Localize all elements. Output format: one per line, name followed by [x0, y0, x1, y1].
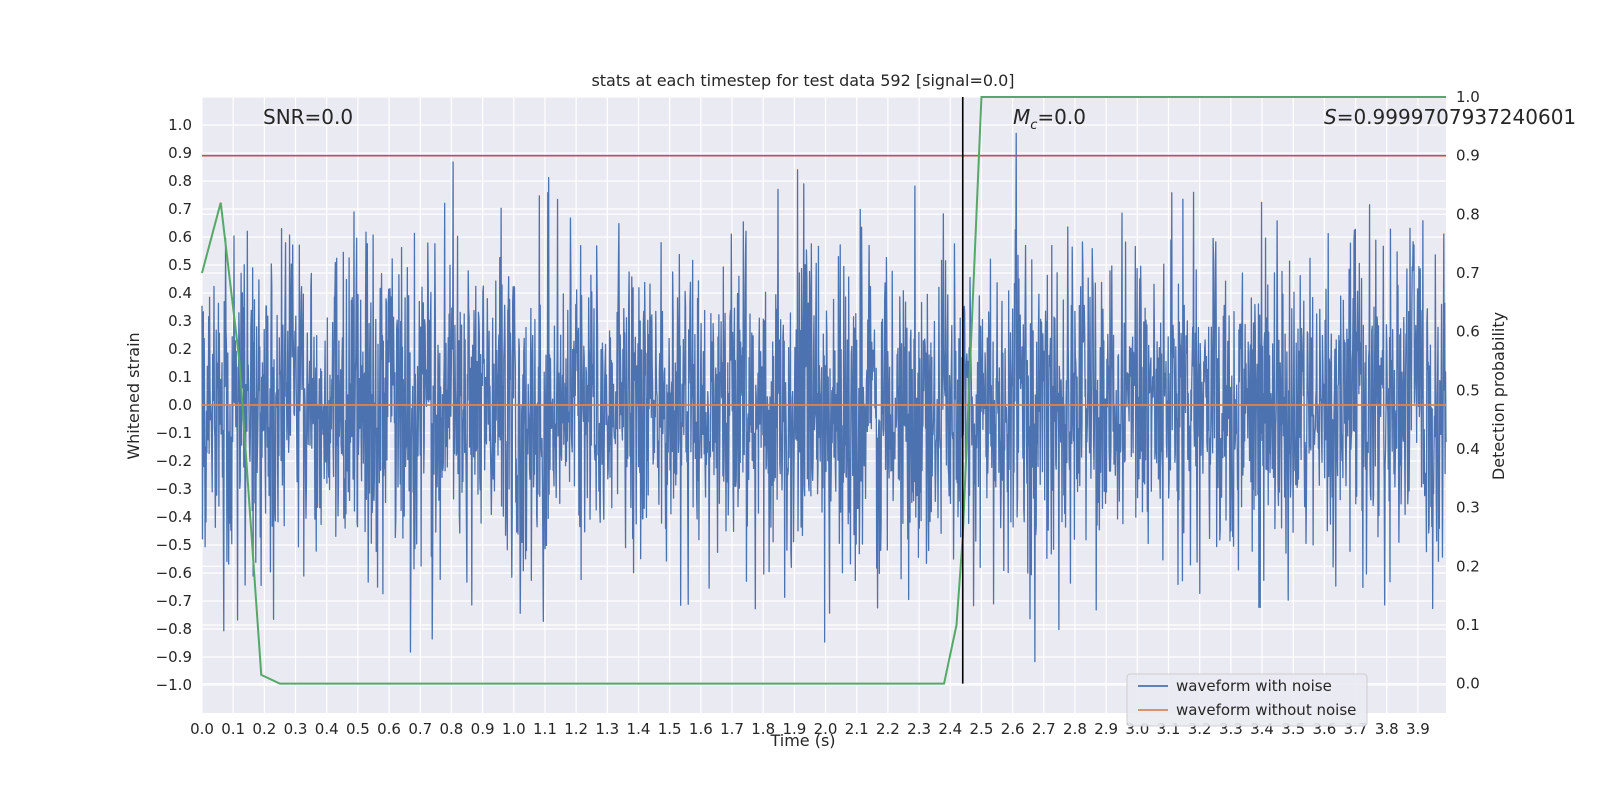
- y-tick-label: −0.2: [156, 452, 192, 470]
- chart-title: stats at each timestep for test data 592…: [591, 71, 1014, 90]
- y-axis-label: Whitened strain: [124, 332, 143, 459]
- y-right-tick-label: 0.3: [1456, 499, 1480, 517]
- x-tick-label: 3.8: [1375, 720, 1399, 738]
- y-tick-label: −0.4: [156, 508, 192, 526]
- y-tick-label: 0.3: [168, 312, 192, 330]
- x-tick-label: 1.5: [658, 720, 682, 738]
- s-symbol: S: [1324, 105, 1337, 129]
- x-tick-label: 2.6: [1001, 720, 1025, 738]
- y-tick-label: −0.6: [156, 564, 192, 582]
- detection-probability-line: [201, 96, 1446, 685]
- x-tick-label: 1.6: [689, 720, 713, 738]
- y-right-tick-label: 0.2: [1456, 557, 1480, 575]
- noise-series: [201, 132, 1447, 663]
- y-tick-label: 0.9: [168, 144, 192, 162]
- y-right-tick-label: 0.5: [1456, 381, 1480, 399]
- x-tick-label: 0.5: [346, 720, 370, 738]
- x-tick-label: 2.7: [1032, 720, 1056, 738]
- s-value: =0.9999707937240601: [1337, 105, 1576, 129]
- y-right-tick-label: 0.9: [1456, 147, 1480, 165]
- y-tick-label: 0.2: [168, 340, 192, 358]
- y-tick-label: −0.8: [156, 620, 192, 638]
- y-tick-label: 0.0: [168, 396, 192, 414]
- x-axis-label: Time (s): [769, 731, 835, 750]
- waveform-with-noise-line: [201, 132, 1447, 663]
- y-tick-label: −0.5: [156, 536, 192, 554]
- y-right-tick-label: 0.6: [1456, 323, 1480, 341]
- y-tick-label: 0.7: [168, 200, 192, 218]
- x-tick-label: 0.0: [190, 720, 214, 738]
- y-tick-label: 0.6: [168, 228, 192, 246]
- mc-annotation: Mc=0.0: [1013, 105, 1086, 133]
- y-tick-label: 1.0: [168, 116, 192, 134]
- legend-label-clean: waveform without noise: [1176, 701, 1356, 719]
- x-tick-label: 0.2: [252, 720, 276, 738]
- y-right-tick-label: 0.8: [1456, 205, 1480, 223]
- legend: waveform with noise waveform without noi…: [1126, 673, 1368, 727]
- y-axis-right-label: Detection probability: [1489, 312, 1508, 480]
- x-tick-label: 2.2: [876, 720, 900, 738]
- y-right-tick-label: 0.4: [1456, 440, 1480, 458]
- x-tick-label: 1.4: [627, 720, 651, 738]
- y-tick-label: −0.9: [156, 648, 192, 666]
- x-tick-label: 1.1: [533, 720, 557, 738]
- mc-subscript: c: [1030, 118, 1037, 133]
- x-tick-label: 1.2: [564, 720, 588, 738]
- y-tick-label: −1.0: [156, 676, 192, 694]
- y-tick-label: −0.3: [156, 480, 192, 498]
- x-tick-label: 2.8: [1063, 720, 1087, 738]
- mc-value: =0.0: [1037, 105, 1086, 129]
- x-tick-label: 1.7: [720, 720, 744, 738]
- y-right-tick-label: 0.7: [1456, 264, 1480, 282]
- x-tick-label: 3.9: [1406, 720, 1430, 738]
- y-right-tick-label: 0.0: [1456, 675, 1480, 693]
- legend-label-noise: waveform with noise: [1176, 677, 1332, 695]
- x-tick-label: 0.3: [284, 720, 308, 738]
- y-tick-label: 0.1: [168, 368, 192, 386]
- s-annotation: S=0.9999707937240601: [1324, 105, 1576, 129]
- x-tick-label: 1.0: [502, 720, 526, 738]
- x-tick-label: 0.7: [408, 720, 432, 738]
- mc-symbol: M: [1013, 105, 1030, 129]
- x-tick-label: 2.9: [1094, 720, 1118, 738]
- x-tick-label: 0.8: [439, 720, 463, 738]
- y-right-tick-label: 1.0: [1456, 88, 1480, 106]
- x-tick-label: 2.5: [970, 720, 994, 738]
- line-series: [201, 96, 1446, 685]
- x-tick-label: 1.8: [751, 720, 775, 738]
- x-tick-label: 1.3: [595, 720, 619, 738]
- y-right-tick-label: 0.1: [1456, 616, 1480, 634]
- x-tick-label: 2.3: [907, 720, 931, 738]
- y-tick-label: 0.8: [168, 172, 192, 190]
- x-tick-label: 0.9: [471, 720, 495, 738]
- legend-box: [1126, 673, 1368, 727]
- x-tick-label: 2.1: [845, 720, 869, 738]
- snr-annotation: SNR=0.0: [263, 105, 353, 129]
- x-tick-label: 2.4: [938, 720, 962, 738]
- x-tick-label: 1.9: [782, 720, 806, 738]
- y-tick-label: 0.5: [168, 256, 192, 274]
- x-tick-label: 0.1: [221, 720, 245, 738]
- x-tick-label: 0.4: [315, 720, 339, 738]
- y-tick-label: −0.1: [156, 424, 192, 442]
- x-tick-label: 2.0: [814, 720, 838, 738]
- y-tick-label: −0.7: [156, 592, 192, 610]
- x-tick-label: 0.6: [377, 720, 401, 738]
- y-tick-label: 0.4: [168, 284, 192, 302]
